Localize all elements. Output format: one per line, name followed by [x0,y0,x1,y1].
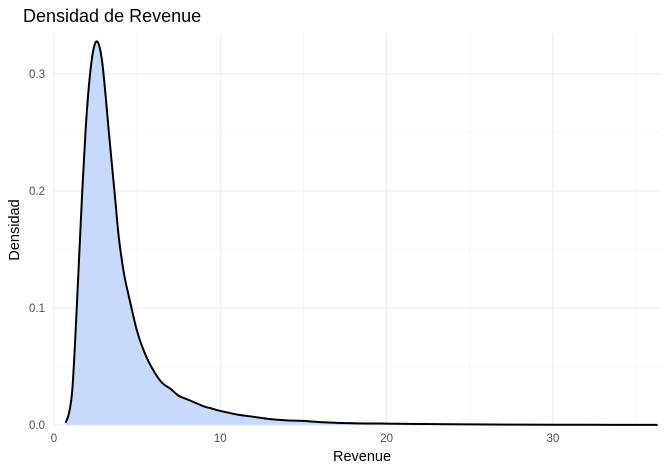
y-tick-label: 0.1 [29,303,45,315]
density-area [65,41,658,425]
y-tick-label: 0.0 [29,420,45,432]
x-axis-tick-labels: 0 10 20 30 [51,433,560,445]
y-axis-title: Densidad [7,199,23,260]
y-axis-tick-labels: 0.0 0.1 0.2 0.3 [29,69,45,432]
density-line [64,40,658,426]
x-tick-label: 30 [547,433,560,445]
x-tick-label: 10 [214,433,227,445]
x-tick-label: 0 [51,433,57,445]
x-tick-label: 20 [380,433,393,445]
minor-gridlines [54,33,661,425]
x-axis-title: Revenue [333,449,391,465]
y-tick-label: 0.3 [29,69,45,81]
y-tick-label: 0.2 [29,186,45,198]
chart-title: Densidad de Revenue [23,6,201,26]
